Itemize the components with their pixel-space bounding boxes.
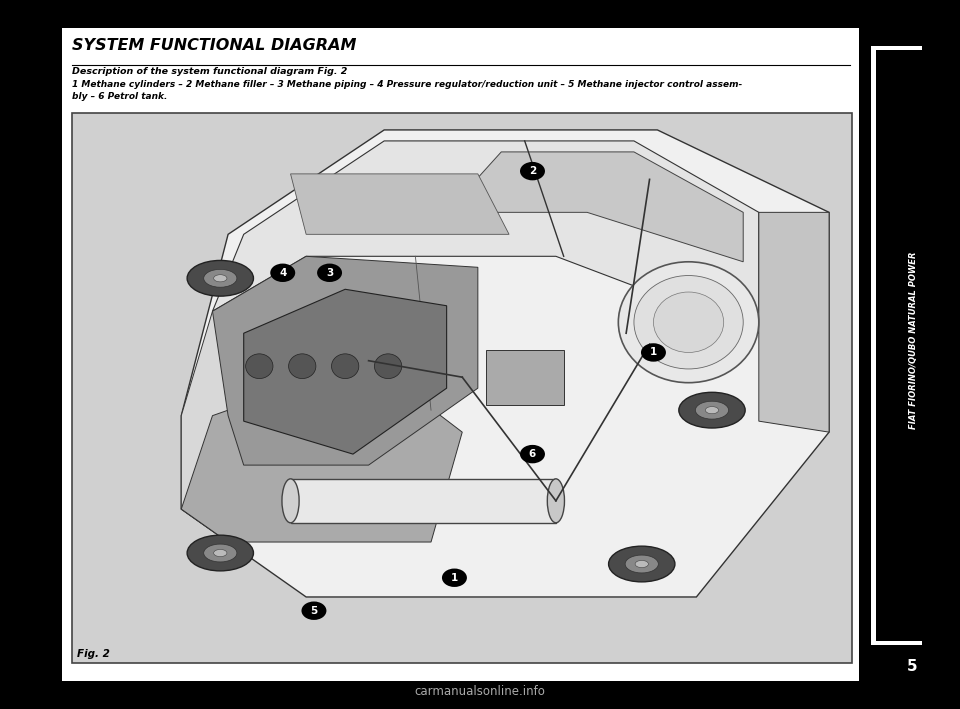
Bar	[62, 28, 859, 681]
Text: SYSTEM FUNCTIONAL DIAGRAM: SYSTEM FUNCTIONAL DIAGRAM	[72, 38, 356, 53]
Text: 1: 1	[650, 347, 657, 357]
Text: Fig. 2: Fig. 2	[77, 649, 109, 659]
Ellipse shape	[609, 546, 675, 582]
Ellipse shape	[679, 392, 745, 428]
Ellipse shape	[618, 262, 758, 383]
Bar	[486, 350, 564, 405]
Text: carmanualsonline.info: carmanualsonline.info	[415, 685, 545, 698]
Text: 6: 6	[529, 449, 536, 459]
Polygon shape	[446, 152, 743, 262]
Text: 4: 4	[279, 268, 286, 278]
Ellipse shape	[706, 406, 719, 414]
Ellipse shape	[289, 354, 316, 379]
Ellipse shape	[282, 479, 300, 523]
Bar	[871, 46, 922, 50]
Ellipse shape	[187, 260, 253, 296]
Ellipse shape	[634, 276, 743, 369]
Bar	[871, 641, 922, 645]
Ellipse shape	[214, 274, 227, 282]
Ellipse shape	[547, 479, 564, 523]
Text: FIAT FIORINO/QUBO NATURAL POWER: FIAT FIORINO/QUBO NATURAL POWER	[909, 252, 919, 429]
Polygon shape	[291, 479, 556, 523]
Polygon shape	[181, 311, 244, 542]
Text: 2: 2	[529, 166, 536, 176]
Ellipse shape	[654, 292, 724, 352]
Ellipse shape	[204, 544, 237, 562]
Polygon shape	[181, 130, 829, 597]
Circle shape	[641, 343, 666, 362]
Ellipse shape	[246, 354, 273, 379]
Polygon shape	[212, 141, 758, 333]
Ellipse shape	[204, 269, 237, 287]
Bar	[72, 113, 852, 663]
Circle shape	[442, 569, 467, 587]
Text: 1: 1	[451, 573, 458, 583]
Polygon shape	[212, 257, 478, 465]
Ellipse shape	[187, 535, 253, 571]
Circle shape	[520, 162, 545, 180]
Text: 3: 3	[326, 268, 333, 278]
Bar	[871, 46, 876, 645]
Text: bly – 6 Petrol tank.: bly – 6 Petrol tank.	[72, 91, 167, 101]
Circle shape	[520, 445, 545, 464]
Ellipse shape	[331, 354, 359, 379]
Polygon shape	[758, 213, 829, 432]
Polygon shape	[181, 361, 463, 542]
Ellipse shape	[695, 401, 729, 419]
Circle shape	[317, 264, 342, 282]
Circle shape	[301, 601, 326, 620]
Ellipse shape	[214, 549, 227, 557]
Ellipse shape	[636, 560, 648, 568]
Polygon shape	[244, 289, 446, 454]
Circle shape	[271, 264, 296, 282]
Ellipse shape	[625, 555, 659, 573]
Polygon shape	[291, 174, 509, 234]
Text: 5: 5	[906, 659, 918, 674]
Ellipse shape	[374, 354, 401, 379]
Text: 5: 5	[310, 605, 318, 615]
Text: Description of the system functional diagram Fig. 2: Description of the system functional dia…	[72, 67, 348, 76]
Text: 1 Methane cylinders – 2 Methane filler – 3 Methane piping – 4 Pressure regulator: 1 Methane cylinders – 2 Methane filler –…	[72, 79, 742, 89]
